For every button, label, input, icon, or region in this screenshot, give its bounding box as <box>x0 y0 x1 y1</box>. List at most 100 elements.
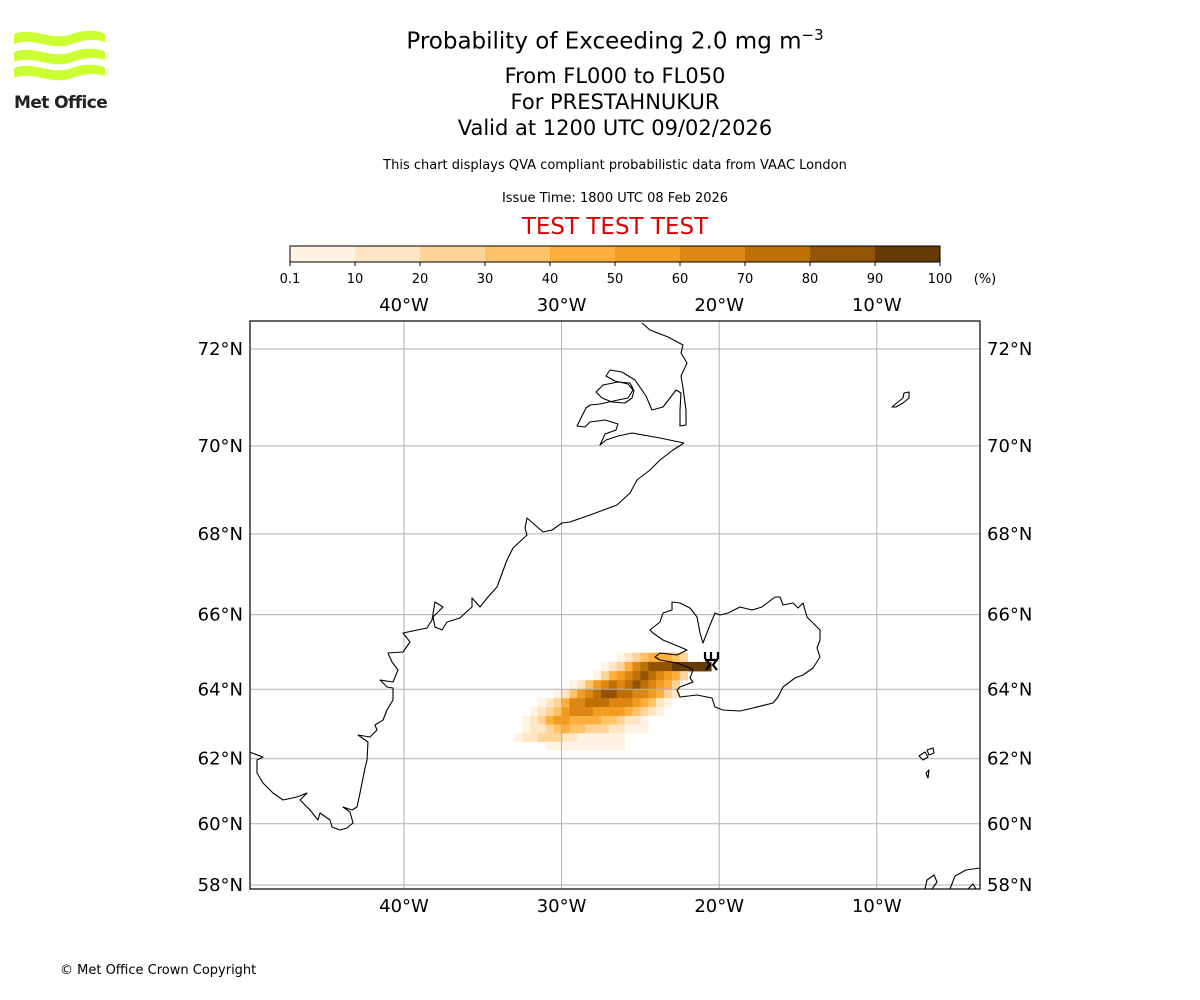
probability-cell <box>656 707 665 717</box>
probability-cell <box>585 715 594 725</box>
coastlines <box>249 322 981 890</box>
probability-cell <box>616 733 625 743</box>
probability-cell <box>537 707 547 717</box>
probability-cell <box>593 707 602 717</box>
colorbar-swatch <box>355 246 420 262</box>
probability-cell <box>695 661 704 672</box>
colorbar-swatch <box>615 246 680 262</box>
probability-cell <box>632 652 641 663</box>
probability-cell <box>624 698 633 708</box>
probability-cell <box>616 741 625 751</box>
probability-cell <box>545 698 555 708</box>
probability-cell <box>545 741 555 751</box>
probability-cell <box>616 724 625 734</box>
axis-labels: 40°W 40°W 30°W 30°W 20°W 20°W 10°W 10°W 72°N 72°N… <box>198 295 1033 917</box>
lon-tick-label: 40°W <box>379 295 429 316</box>
probability-cell <box>577 689 586 699</box>
probability-cell <box>569 733 578 743</box>
probability-cell <box>608 741 618 751</box>
lon-tick-label: 40°W <box>379 896 429 917</box>
logo-wave <box>14 30 105 47</box>
probability-cell <box>577 707 586 717</box>
probability-cell <box>632 715 641 725</box>
colorbar-tick-label: 100 <box>928 272 953 287</box>
probability-cell <box>585 680 594 690</box>
volcano-symbol-icon <box>703 652 720 671</box>
coast-greenland-north <box>576 322 688 446</box>
probability-cell <box>656 689 665 699</box>
copyright: © Met Office Crown Copyright <box>60 963 257 978</box>
probability-cell <box>640 698 649 708</box>
colorbar-tick-label: 0.1 <box>280 272 301 287</box>
probability-cell <box>593 741 602 751</box>
probability-cell <box>671 652 681 663</box>
lon-tick-label: 10°W <box>852 896 902 917</box>
probability-cell <box>585 707 594 717</box>
probability-cell <box>648 689 657 699</box>
coast-faroe-islands <box>918 747 935 779</box>
lat-tick-label: 70°N <box>987 436 1032 457</box>
probability-cell <box>593 671 602 681</box>
probability-cell <box>577 741 586 751</box>
probability-cell <box>656 661 665 672</box>
probability-cell <box>530 707 539 717</box>
probability-cell <box>671 661 681 672</box>
probability-cell <box>522 733 531 743</box>
probability-cell <box>640 715 649 725</box>
probability-cell <box>569 715 578 725</box>
chart-title: Probability of Exceeding 2.0 mg m−3 <box>0 26 1200 55</box>
probability-cell <box>593 689 602 699</box>
probability-cell <box>616 715 625 725</box>
probability-cell <box>608 698 618 708</box>
colorbar-swatch <box>420 246 485 262</box>
probability-cell <box>608 724 618 734</box>
probability-cell <box>601 707 610 717</box>
probability-cell <box>664 671 673 681</box>
lat-tick-label: 66°N <box>198 605 243 626</box>
lat-tick-label: 60°N <box>987 814 1032 835</box>
lon-tick-label: 30°W <box>537 295 587 316</box>
probability-cell <box>577 724 586 734</box>
issue-time: Issue Time: 1800 UTC 08 Feb 2026 <box>501 191 729 206</box>
probability-cell <box>593 715 602 725</box>
probability-cell <box>656 698 665 708</box>
probability-cell <box>577 680 586 690</box>
probability-cell <box>601 671 610 681</box>
probability-cell <box>553 698 562 708</box>
probability-cell <box>671 671 681 681</box>
probability-cell <box>648 680 657 690</box>
probability-cell <box>593 724 602 734</box>
probability-cell <box>585 724 594 734</box>
probability-cell <box>679 661 688 672</box>
probability-cell <box>593 698 602 708</box>
probability-cell <box>664 652 673 663</box>
probability-cell <box>545 707 555 717</box>
probability-cell <box>601 724 610 734</box>
graticule <box>250 321 980 889</box>
colorbar-swatch <box>745 246 810 262</box>
probability-cell <box>593 680 602 690</box>
probability-cell <box>601 689 610 699</box>
probability-cell <box>601 741 610 751</box>
coast-shetland-scotland <box>924 867 981 890</box>
probability-cell <box>569 707 578 717</box>
probability-cell <box>648 661 657 672</box>
probability-cell <box>640 689 649 699</box>
lon-tick-label: 10°W <box>852 295 902 316</box>
colorbar-tick-label: 90 <box>867 272 884 287</box>
probability-cell <box>624 707 633 717</box>
colorbar-tick-label: 20 <box>412 272 429 287</box>
probability-cell <box>679 671 688 681</box>
probability-cell <box>569 689 578 699</box>
lat-tick-label: 64°N <box>198 679 243 700</box>
lat-tick-label: 68°N <box>198 524 243 545</box>
probability-cell <box>601 661 610 672</box>
lat-tick-label: 64°N <box>987 679 1032 700</box>
coast-jan-mayen <box>891 391 910 408</box>
volcano-name: For PRESTAHNUKUR <box>510 90 720 114</box>
probability-cell <box>608 733 618 743</box>
probability-cell <box>514 733 523 743</box>
map-frame <box>249 320 981 890</box>
probability-cell <box>561 741 570 751</box>
probability-cell <box>624 715 633 725</box>
